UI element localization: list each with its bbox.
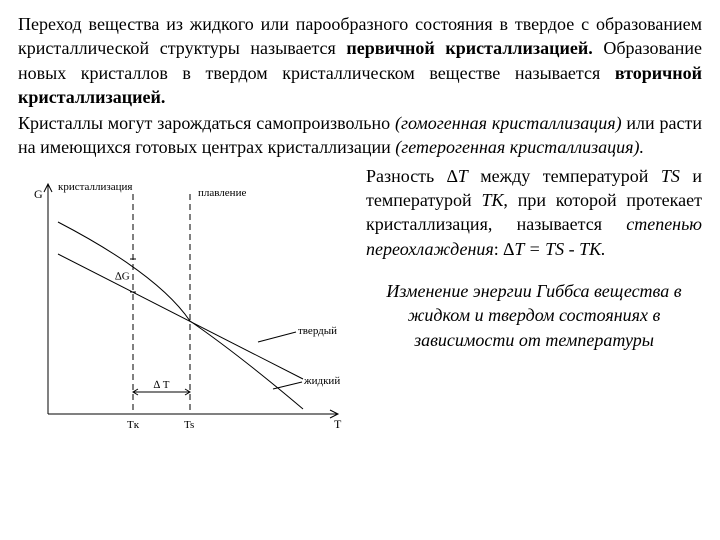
text-column: Разность ∆T между температурой TS и темп… — [358, 164, 702, 434]
r1-t2: между температурой — [468, 166, 661, 186]
r1-i3: TК — [481, 190, 503, 210]
r1-i1: T — [458, 166, 468, 186]
svg-text:кристаллизация: кристаллизация — [58, 181, 132, 193]
right-paragraph: Разность ∆T между температурой TS и темп… — [366, 164, 702, 261]
p1-b1: первичной кристаллизацией. — [346, 38, 592, 58]
svg-text:Ts: Ts — [184, 419, 194, 431]
chart-caption: Изменение энергии Гиббса вещества в жидк… — [366, 279, 702, 352]
r1-i2: TS — [661, 166, 680, 186]
paragraph-2: Кристаллы могут зарождаться самопроизвол… — [18, 111, 702, 160]
svg-text:жидкий: жидкий — [303, 375, 340, 387]
svg-text:твердый: твердый — [298, 325, 337, 337]
gibbs-chart: G T ∆G ∆ T Tк Ts кристаллизация плавление тверды… — [18, 164, 358, 434]
svg-text:∆G: ∆G — [115, 270, 130, 282]
r1-t5: : ∆ — [494, 239, 515, 259]
p2-i2: (гетерогенная кристаллизация). — [395, 137, 644, 157]
svg-text:Tк: Tк — [127, 419, 140, 431]
chart-column: G T ∆G ∆ T Tк Ts кристаллизация плавление тверды… — [18, 164, 358, 434]
paragraph-1: Переход вещества из жидкого или парообра… — [18, 12, 702, 109]
r1-t1: Разность ∆ — [366, 166, 458, 186]
r1-i5: T = TS - TК. — [514, 239, 605, 259]
p2-t1: Кристаллы могут зарождаться самопроизвол… — [18, 113, 395, 133]
lower-section: G T ∆G ∆ T Tк Ts кристаллизация плавление тверды… — [18, 164, 702, 434]
svg-text:T: T — [334, 417, 342, 431]
svg-text:G: G — [34, 187, 43, 201]
svg-text:∆ T: ∆ T — [154, 379, 170, 391]
svg-text:плавление: плавление — [198, 187, 246, 199]
p2-i1: (гомогенная кристаллизация) — [395, 113, 622, 133]
